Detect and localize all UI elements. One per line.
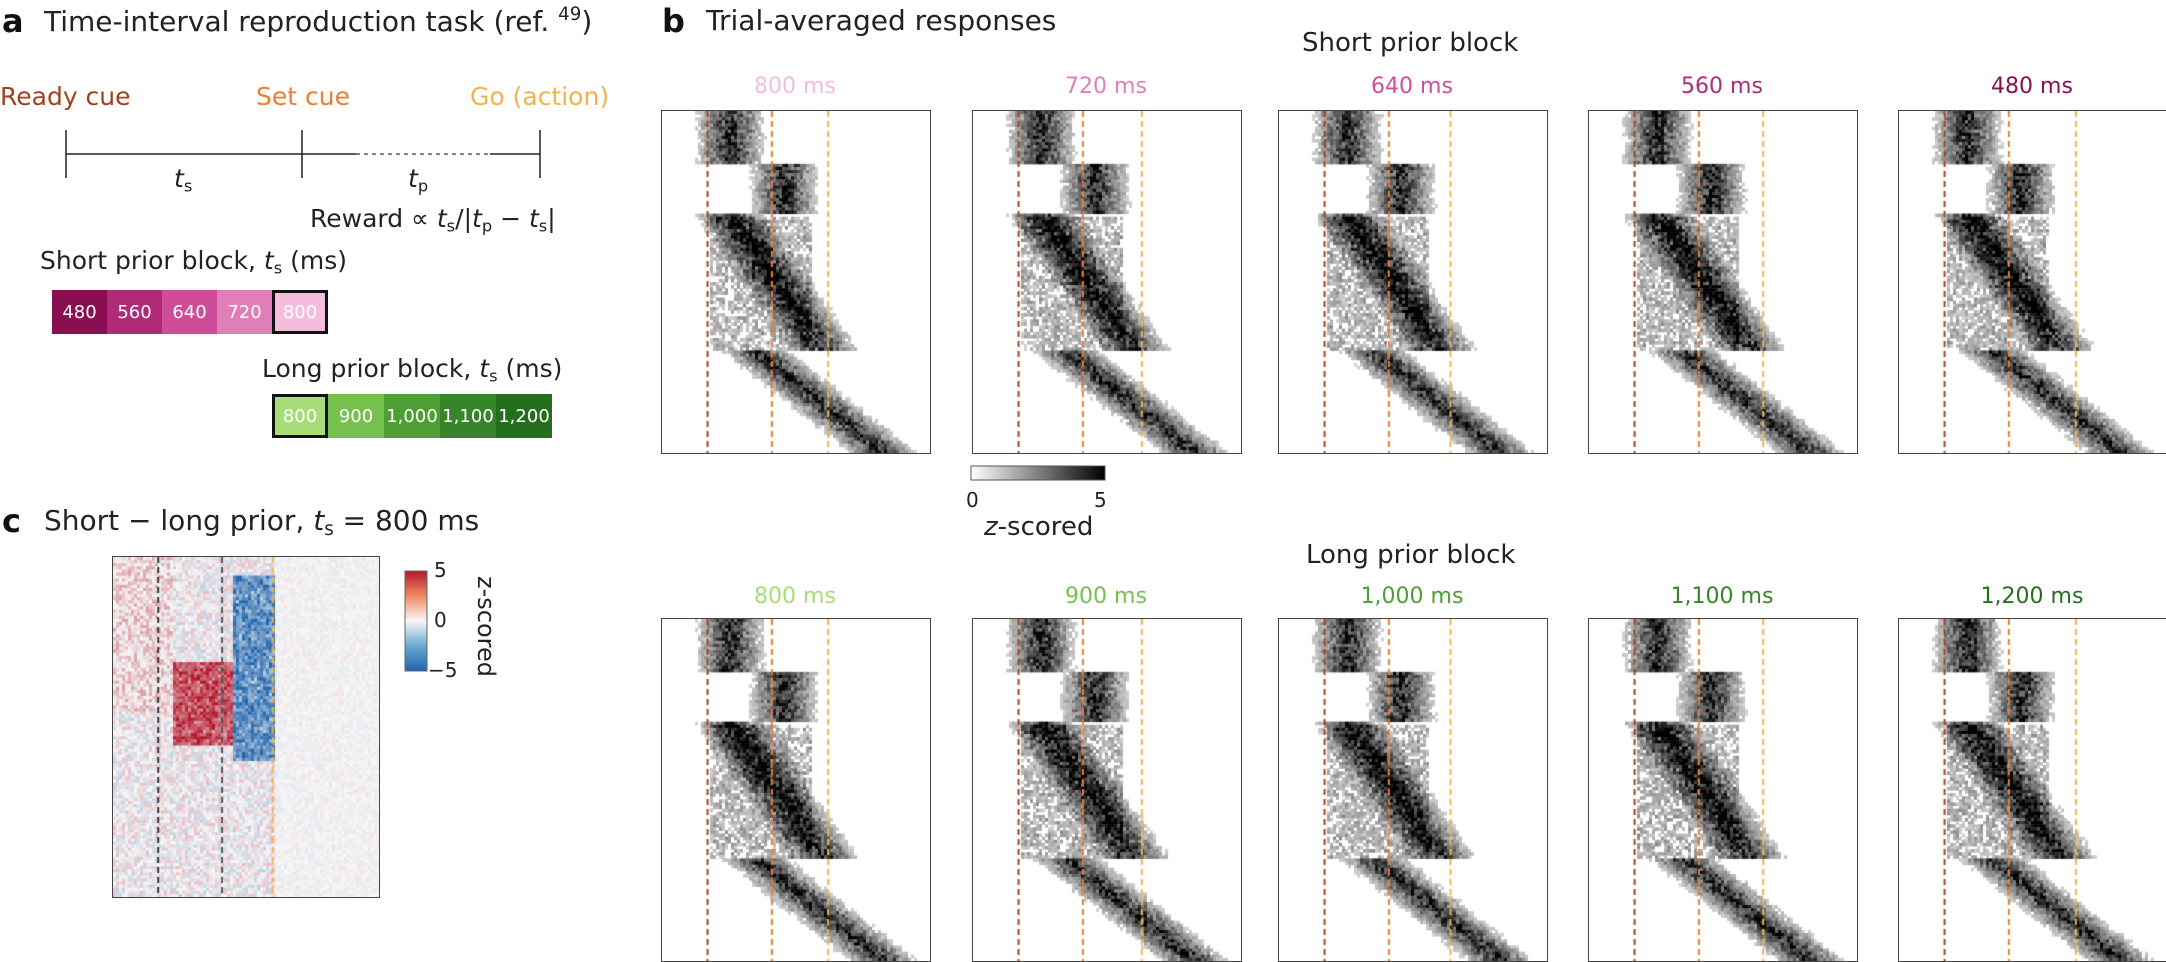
diff-colorbar-mid: 0 [434,608,447,632]
long-heatmap [1588,618,1858,962]
diff-colorbar-label: z-scored [472,576,500,677]
short-condition-title: 800 ms [754,74,836,99]
short-heatmap [972,110,1242,454]
short-ts-cell: 480 [52,290,107,334]
short-condition-title: 560 ms [1681,74,1763,99]
diff-heatmap [112,556,380,898]
long-condition-title: 800 ms [754,584,836,609]
panel-a-title: Time-interval reproduction task (ref. 49… [44,4,593,38]
short-ts-cell: 720 [217,290,272,334]
long-heatmap [972,618,1242,962]
gray-colorbar-label: z-scored [984,512,1094,542]
short-heatmap [661,110,931,454]
long-heatmap [1278,618,1548,962]
gray-colorbar [970,465,1106,481]
short-heatmap-canvas [973,111,1241,453]
long-heatmap [1898,618,2166,962]
panel-c-title: Short − long prior, ts = 800 ms [44,504,480,541]
short-heatmap-canvas [1279,111,1547,453]
panel-a-letter: a [2,2,24,40]
long-ts-cell: 1,000 [384,394,440,438]
long-ts-cell: 1,100 [440,394,496,438]
long-block-title: Long prior block [1306,540,1516,570]
short-condition-title: 720 ms [1065,74,1147,99]
panel-c-letter: c [2,502,21,540]
long-condition-title: 1,000 ms [1360,584,1464,609]
ready-cue-label: Ready cue [0,82,131,111]
set-cue-label: Set cue [256,82,350,111]
panel-b-letter: b [662,2,685,40]
diff-heatmap-canvas [113,557,379,897]
long-ts-cell: 900 [328,394,384,438]
short-ts-cell-selected: 800 [272,290,328,334]
gray-colorbar-min: 0 [966,488,979,512]
panel-b-title: Trial-averaged responses [706,4,1057,37]
short-heatmap-canvas [662,111,930,453]
long-heatmap-canvas [662,619,930,961]
long-heatmap-canvas [1899,619,2166,961]
go-cue-label: Go (action) [470,82,610,111]
diff-colorbar-max: 5 [434,558,447,582]
long-prior-bar: 800 900 1,000 1,100 1,200 [272,394,556,438]
long-block-label: Long prior block, ts (ms) [262,354,563,386]
timeline-diagram [65,130,541,178]
short-heatmap-canvas [1899,111,2166,453]
long-ts-cell-selected: 800 [272,394,328,438]
short-condition-title: 640 ms [1371,74,1453,99]
ts-interval-label: ts [174,164,193,196]
long-heatmap-canvas [1279,619,1547,961]
long-condition-title: 900 ms [1065,584,1147,609]
short-prior-bar: 480 560 640 720 800 [52,290,332,334]
short-heatmap-canvas [1589,111,1857,453]
short-ts-cell: 640 [162,290,217,334]
short-block-label: Short prior block, ts (ms) [40,246,348,278]
short-heatmap [1898,110,2166,454]
short-condition-title: 480 ms [1991,74,2073,99]
long-heatmap-canvas [1589,619,1857,961]
short-ts-cell: 560 [107,290,162,334]
reward-formula: Reward ∝ ts/|tp − ts| [310,204,556,236]
long-condition-title: 1,100 ms [1670,584,1774,609]
diff-colorbar [404,570,428,672]
short-block-title: Short prior block [1302,28,1519,58]
short-heatmap [1278,110,1548,454]
diff-colorbar-min: −5 [428,658,458,682]
long-heatmap [661,618,931,962]
short-heatmap [1588,110,1858,454]
long-ts-cell: 1,200 [496,394,552,438]
tp-interval-label: tp [408,164,429,196]
long-heatmap-canvas [973,619,1241,961]
long-condition-title: 1,200 ms [1980,584,2084,609]
gray-colorbar-max: 5 [1094,488,1107,512]
